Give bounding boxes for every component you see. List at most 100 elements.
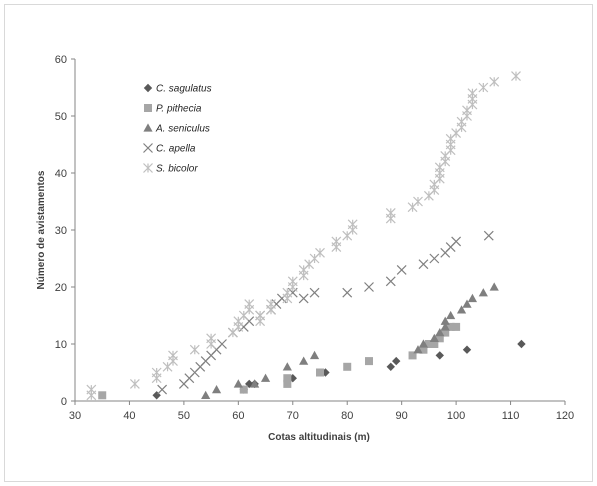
- y-axis-label: Número de avistamentos: [36, 170, 47, 289]
- data-point: [255, 310, 266, 321]
- y-tick-label: 20: [55, 282, 67, 294]
- data-point: [98, 391, 107, 400]
- data-point: [86, 384, 97, 395]
- legend-marker: [143, 163, 153, 173]
- data-point: [446, 310, 456, 320]
- data-point: [452, 322, 461, 331]
- data-point: [233, 379, 243, 388]
- legend-item: S. bicolor: [143, 163, 198, 175]
- data-point: [462, 345, 472, 354]
- data-point: [342, 287, 353, 298]
- data-point: [365, 357, 373, 366]
- x-tick-label: 90: [396, 410, 408, 422]
- data-point: [385, 207, 396, 218]
- data-point: [309, 287, 320, 298]
- x-tick-label: 30: [69, 410, 81, 422]
- axes: 30 40 50 60 70 80 90 100 110 120 0 10 20 30 40 50 60: [55, 54, 574, 422]
- data-point: [419, 345, 428, 354]
- data-point: [287, 276, 298, 287]
- x-tick-label: 80: [341, 410, 353, 422]
- data-point: [408, 351, 417, 360]
- data-point: [206, 333, 217, 344]
- data-point: [429, 253, 440, 264]
- data-point: [435, 334, 444, 343]
- data-point: [441, 328, 450, 337]
- y-tick-label: 10: [55, 339, 67, 351]
- data-point: [217, 339, 227, 349]
- data-point: [189, 344, 200, 355]
- data-point: [211, 385, 222, 394]
- data-point: [315, 247, 325, 258]
- x-tick-label: 100: [447, 410, 465, 422]
- data-point: [283, 374, 292, 383]
- data-point: [343, 362, 352, 371]
- legend-marker: [144, 104, 152, 112]
- data-point: [424, 340, 433, 348]
- x-tick-label: 60: [232, 410, 244, 422]
- data-point: [168, 350, 178, 361]
- data-point: [440, 322, 450, 331]
- legend: C. sagulatus P. pithecia A. seniculus C. ap…: [143, 83, 212, 175]
- data-point: [316, 368, 324, 377]
- data-point: [260, 373, 271, 382]
- data-point: [385, 276, 396, 287]
- data-point: [239, 385, 248, 394]
- data-point: [413, 196, 423, 207]
- data-point: [157, 384, 168, 395]
- data-point: [467, 88, 478, 99]
- data-point: [129, 378, 140, 389]
- x-tick-label: 50: [178, 410, 190, 422]
- data-point: [151, 367, 162, 378]
- x-axis-label: Cotas altitudinais (m): [268, 432, 370, 443]
- data-point: [440, 316, 450, 325]
- y-tick-label: 50: [55, 111, 67, 123]
- data-point: [266, 299, 276, 310]
- x-tick-label: 40: [123, 410, 135, 422]
- data-point: [244, 299, 255, 310]
- x-tick-label: 120: [556, 410, 574, 422]
- data-point: [283, 379, 292, 388]
- data-point: [462, 299, 472, 308]
- data-point: [435, 351, 444, 360]
- y-tick-label: 60: [55, 54, 67, 66]
- data-point: [413, 345, 423, 354]
- data-point: [347, 219, 358, 230]
- data-point: [298, 293, 309, 304]
- data-point: [489, 76, 500, 87]
- data-point: [517, 339, 526, 349]
- data-point: [430, 340, 439, 348]
- data-point: [489, 282, 499, 291]
- legend-item: C. apella: [143, 143, 196, 155]
- data-point: [331, 236, 342, 247]
- data-point: [392, 356, 401, 366]
- data-point: [364, 282, 374, 292]
- series-1: [98, 322, 461, 400]
- legend-label: S. bicolor: [156, 164, 198, 175]
- data-point: [418, 259, 429, 270]
- y-tick-label: 30: [55, 225, 67, 237]
- data-point: [451, 236, 462, 247]
- data-point: [282, 362, 292, 371]
- data-point: [429, 333, 439, 342]
- y-tick-label: 40: [55, 168, 67, 180]
- series-2: [201, 282, 499, 399]
- data-point: [418, 339, 429, 348]
- legend-item: P. pithecia: [144, 104, 202, 115]
- x-tick-label: 70: [287, 410, 299, 422]
- data-point: [467, 293, 478, 303]
- chart-frame: [4, 4, 593, 482]
- series-4: [86, 71, 521, 401]
- data-point: [446, 322, 455, 331]
- legend-label: C. apella: [156, 144, 196, 155]
- data-point: [386, 362, 395, 371]
- legend-marker: [143, 123, 153, 132]
- data-point: [435, 328, 445, 337]
- legend-marker: [143, 83, 153, 93]
- legend-label: A. seniculus: [155, 124, 210, 135]
- series-0: [152, 339, 526, 400]
- data-point: [201, 390, 211, 399]
- data-point: [250, 379, 260, 388]
- data-point: [483, 230, 494, 241]
- data-point: [478, 288, 488, 297]
